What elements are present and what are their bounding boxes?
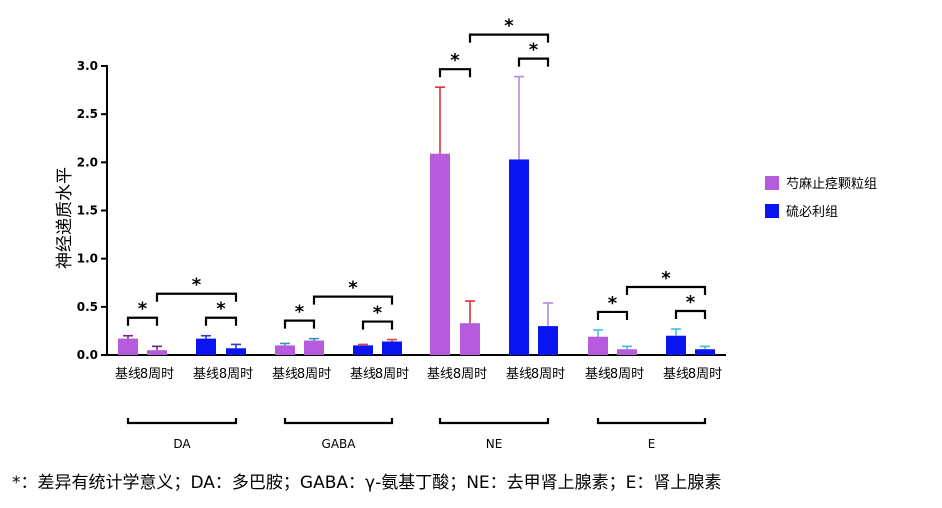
significance-bracket [674,309,707,319]
significance-star: * [192,275,202,296]
y-tick-label: 3.0 [77,59,98,73]
y-axis: 0.0 0.5 1.0 1.5 2.0 2.5 3.0 神经递质水平 [55,59,726,362]
y-tick-label: 1.0 [77,252,98,266]
bar [666,335,686,355]
x-tick-label: 8周时 [688,367,722,382]
significance-star: * [295,302,305,323]
legend-swatch [765,204,779,218]
x-tick-label: 8周时 [140,367,174,382]
bar [695,349,715,355]
bar [226,348,246,355]
significance-bracket [517,57,550,67]
group-label: E [648,437,656,451]
bar [147,350,167,355]
significance-layer: * * * * * * * * * * * * [126,16,707,330]
x-tick-label: 8周时 [375,367,409,382]
legend-swatch [765,176,779,190]
bar [460,323,480,355]
bar [275,345,295,355]
significance-star: * [373,303,383,324]
significance-bracket [361,320,394,330]
bar [196,338,216,355]
significance-star: * [504,16,514,37]
bar [353,345,373,355]
bar [617,349,637,355]
x-tick-label: 基线 [663,367,689,382]
group-bracket [438,418,550,425]
y-tick-label: 2.5 [77,107,98,121]
bar [430,153,450,355]
significance-star: * [661,268,671,289]
legend-label: 芍麻止痉颗粒组 [786,176,877,192]
significance-bracket [204,316,238,326]
x-tick-label: 基线 [585,367,611,382]
group-bracket [126,418,238,425]
group-label: DA [173,437,191,451]
bar [304,340,324,355]
significance-bracket [438,68,472,78]
significance-bracket [126,316,159,326]
x-tick-label: 8周时 [610,367,644,382]
significance-bracket [625,285,707,295]
significance-star: * [450,50,460,71]
significance-bracket [155,292,238,302]
y-axis-title: 神经递质水平 [55,167,75,269]
group-label: NE [486,437,503,451]
error-bars-layer [123,75,710,351]
y-tick-label: 0.5 [77,300,98,314]
x-tick-label: 基线 [193,367,219,382]
significance-star: * [529,40,539,61]
significance-star: * [138,299,148,320]
legend-label: 硫必利组 [786,205,838,220]
x-tick-label: 8周时 [453,367,487,382]
significance-bracket [468,33,550,43]
x-tick-label: 基线 [350,367,376,382]
significance-star: * [348,278,358,299]
significance-star: * [686,292,696,313]
y-tick-label: 0.0 [77,348,98,362]
x-tick-label: 8周时 [297,367,331,382]
significance-bracket [596,310,629,320]
footnote: *：差异有统计学意义；DA：多巴胺；GABA：γ-氨基丁酸；NE：去甲肾上腺素；… [12,473,722,493]
bars-layer [118,153,715,355]
group-label: GABA [322,437,357,451]
bar [509,159,529,355]
significance-star: * [608,293,618,314]
x-tick-label: 8周时 [219,367,253,382]
bar [588,336,608,355]
bar [538,326,558,355]
significance-bracket [283,319,316,329]
group-bracket [283,418,394,425]
significance-star: * [216,299,226,320]
y-tick-label: 2.0 [77,155,98,169]
x-tick-label: 8周时 [531,367,565,382]
x-tick-label: 基线 [272,367,298,382]
group-labels-layer: DA GABA NE E [126,418,707,451]
bar [382,341,402,355]
group-bracket [596,418,707,425]
y-tick-label: 1.5 [77,204,98,218]
x-tick-label: 基线 [427,367,453,382]
x-tick-label: 基线 [506,367,532,382]
x-tick-label: 基线 [115,367,141,382]
significance-bracket [312,295,394,305]
bar [118,338,138,355]
